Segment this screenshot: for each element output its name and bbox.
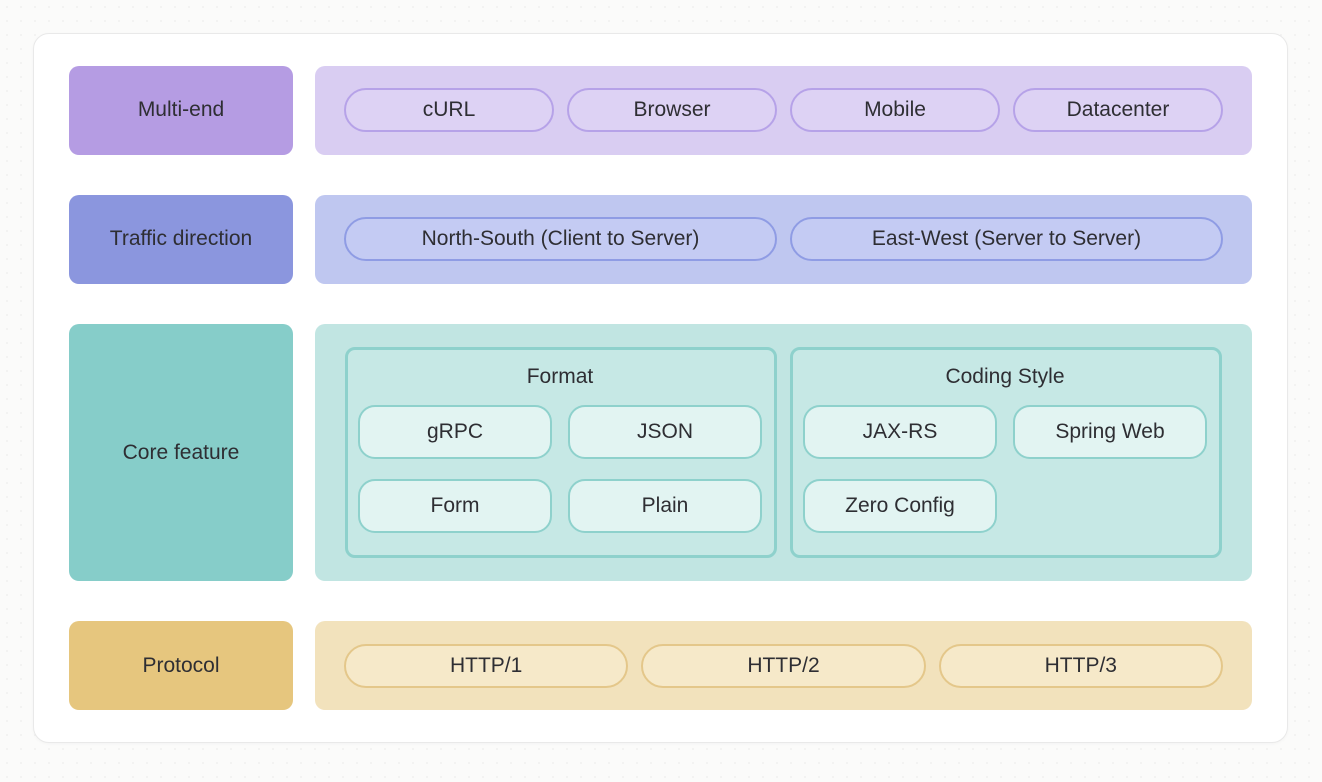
format-group-title: Format — [526, 364, 594, 388]
pill-http2: HTTP/2 — [641, 643, 926, 688]
format-group: Format gRPC JSON Form Plain — [345, 346, 777, 559]
chip-zero-config: Zero Config — [803, 478, 997, 533]
chip-plain: Plain — [568, 478, 762, 533]
pill-http3: HTTP/3 — [938, 643, 1223, 688]
pill-browser: Browser — [567, 88, 777, 133]
chip-jax-rs: JAX-RS — [803, 404, 997, 459]
row-multi-end: Multi-end cURL Browser Mobile Datacenter — [69, 66, 1252, 155]
coding-style-group-grid: JAX-RS Spring Web Zero Config — [803, 404, 1207, 533]
core-feature-track: Format gRPC JSON Form Plain Coding Style… — [315, 323, 1252, 582]
pill-datacenter: Datacenter — [1013, 88, 1223, 133]
traffic-direction-track: North-South (Client to Server) East-West… — [315, 194, 1252, 284]
multi-end-label: Multi-end — [69, 66, 293, 155]
multi-end-track: cURL Browser Mobile Datacenter — [315, 66, 1252, 155]
chip-form: Form — [358, 478, 552, 533]
protocol-label: Protocol — [69, 621, 293, 711]
traffic-direction-label: Traffic direction — [69, 194, 293, 284]
pill-north-south: North-South (Client to Server) — [344, 217, 777, 262]
row-core-feature: Core feature Format gRPC JSON Form Plain… — [69, 323, 1252, 582]
coding-style-group-title: Coding Style — [945, 364, 1065, 388]
feature-stack-card: Multi-end cURL Browser Mobile Datacenter… — [33, 33, 1288, 743]
row-traffic-direction: Traffic direction North-South (Client to… — [69, 194, 1252, 284]
chip-spring-web: Spring Web — [1013, 404, 1207, 459]
format-group-grid: gRPC JSON Form Plain — [358, 404, 762, 533]
pill-mobile: Mobile — [790, 88, 1000, 133]
row-protocol: Protocol HTTP/1 HTTP/2 HTTP/3 — [69, 621, 1252, 711]
pill-http1: HTTP/1 — [344, 643, 629, 688]
pill-curl: cURL — [344, 88, 554, 133]
coding-style-group: Coding Style JAX-RS Spring Web Zero Conf… — [790, 346, 1222, 559]
protocol-track: HTTP/1 HTTP/2 HTTP/3 — [315, 621, 1252, 711]
chip-json: JSON — [568, 404, 762, 459]
core-feature-label: Core feature — [69, 323, 293, 582]
pill-east-west: East-West (Server to Server) — [790, 217, 1223, 262]
chip-grpc: gRPC — [358, 404, 552, 459]
